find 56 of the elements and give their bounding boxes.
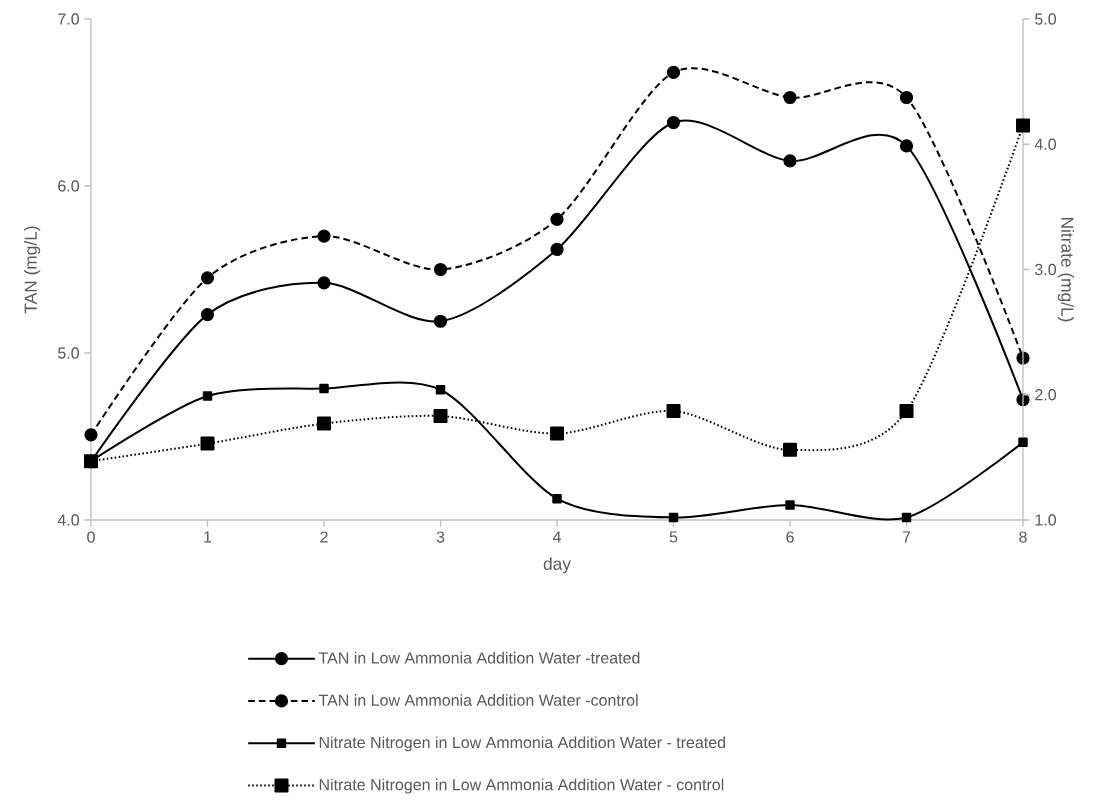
- x-tick-label: 6: [786, 531, 794, 543]
- point: [435, 385, 446, 395]
- x-tick-label: 1: [204, 531, 212, 543]
- legend-label: TAN in Low Ammonia Addition Water -treated: [318, 651, 640, 664]
- x-tick-label: 8: [1019, 531, 1027, 543]
- point: [1018, 437, 1028, 448]
- x-tick-label: 4: [552, 531, 561, 543]
- point: [1016, 118, 1031, 133]
- x-tick-label: 2: [320, 531, 328, 543]
- point: [202, 391, 213, 401]
- point: [552, 493, 562, 504]
- point: [783, 442, 798, 457]
- y2-tick-label: 3.0: [1034, 263, 1057, 276]
- x-tick-label: 5: [669, 531, 678, 543]
- y2-axis-title: Nitrate (mg/L): [1057, 217, 1074, 322]
- x-tick-label: 7: [902, 531, 911, 543]
- y2-tick-label: 4.0: [1034, 138, 1057, 150]
- point: [668, 512, 679, 523]
- point: [785, 500, 795, 510]
- x-axis-title: day: [543, 557, 571, 574]
- y-axis-title: TAN (mg/L): [24, 226, 41, 314]
- point: [550, 426, 565, 441]
- point: [433, 314, 448, 328]
- point: [899, 139, 914, 153]
- y-tick-label: 7.0: [58, 13, 80, 25]
- point: [200, 307, 215, 322]
- legend-label: Nitrate Nitrogen in Low Ammonia Addition Water - treated: [319, 736, 725, 752]
- point: [666, 65, 681, 80]
- point: [666, 115, 681, 130]
- point: [433, 262, 448, 277]
- point: [433, 409, 448, 424]
- point: [550, 242, 564, 257]
- point: [783, 154, 797, 168]
- y2-tick-label: 2.0: [1035, 389, 1057, 401]
- y-tick-label: 4.0: [57, 514, 80, 526]
- point: [317, 229, 331, 243]
- point: [200, 436, 215, 451]
- point: [666, 404, 681, 419]
- point: [200, 271, 215, 285]
- x-tick-label: 0: [87, 531, 95, 543]
- point: [901, 512, 912, 523]
- y2-tick-label: 1.0: [1035, 514, 1057, 526]
- point: [317, 416, 332, 431]
- point: [84, 428, 98, 442]
- y-tick-label: 5.0: [58, 347, 80, 359]
- point: [899, 90, 914, 105]
- point: [550, 212, 564, 226]
- legend-label: Nitrate Nitrogen in Low Ammonia Addition Water - control: [319, 778, 724, 794]
- point: [319, 383, 329, 394]
- point: [899, 404, 914, 419]
- point: [317, 276, 331, 290]
- y-tick-label: 6.0: [58, 180, 80, 192]
- point: [783, 90, 797, 105]
- y2-tick-label: 5.0: [1035, 13, 1057, 25]
- x-tick-label: 3: [436, 531, 445, 543]
- legend-label: TAN in Low Ammonia Addition Water -control: [318, 694, 638, 706]
